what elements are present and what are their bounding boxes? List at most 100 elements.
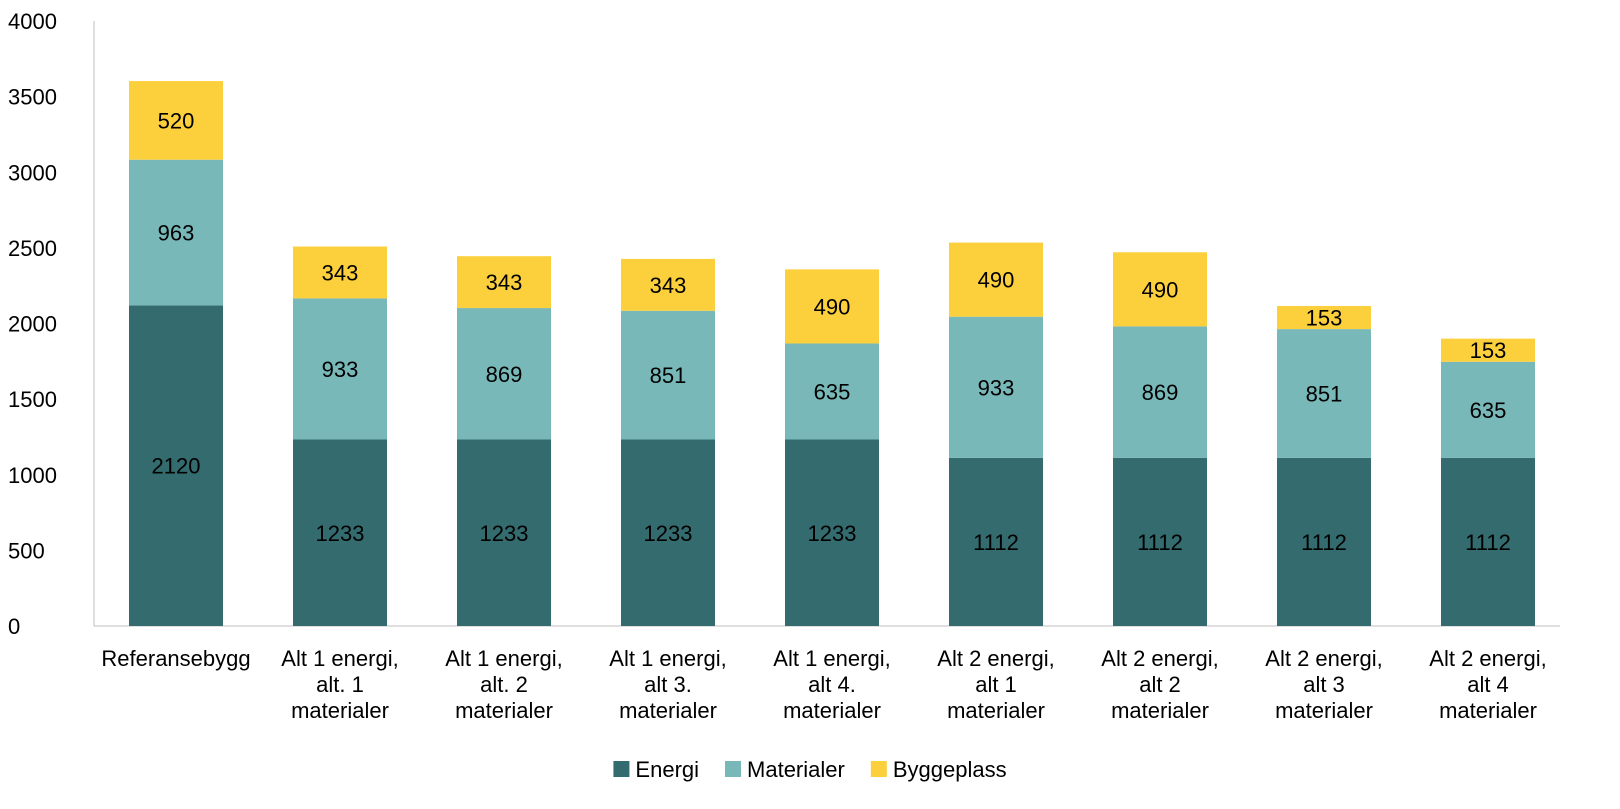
x-tick-label-line: Alt 2 energi, bbox=[1101, 646, 1218, 671]
y-tick-label: 4000 bbox=[8, 9, 57, 34]
x-tick-label: Alt 2 energi, alt 3 materialer bbox=[1265, 646, 1382, 723]
bar-segment-byggeplass bbox=[129, 81, 223, 160]
bar-segment-byggeplass bbox=[1441, 338, 1535, 362]
legend-swatch-materialer bbox=[725, 761, 742, 777]
x-tick-label-line: alt 3 bbox=[1303, 672, 1345, 697]
bar-segment-byggeplass bbox=[1277, 305, 1371, 330]
x-tick-label-line: alt 4. bbox=[808, 672, 856, 697]
data-label: 343 bbox=[486, 270, 523, 295]
bar-segment-byggeplass bbox=[293, 246, 387, 299]
x-tick-label: Alt 1 energi, alt 4. materialer bbox=[773, 646, 890, 723]
data-label: 1233 bbox=[316, 521, 365, 546]
legend-label-energi: Energi bbox=[635, 757, 699, 782]
y-tick-label: 3500 bbox=[8, 85, 57, 110]
data-label: 2120 bbox=[152, 454, 201, 479]
bar-segment-materialer bbox=[621, 310, 715, 440]
data-label: 1233 bbox=[644, 521, 693, 546]
bar-segment-materialer bbox=[1441, 361, 1535, 458]
x-tick-label: Alt 2 energi, alt 2 materialer bbox=[1101, 646, 1218, 723]
data-label: 343 bbox=[650, 273, 687, 298]
data-label: 153 bbox=[1306, 306, 1343, 331]
x-tick-label-line: materialer bbox=[291, 698, 389, 723]
data-label: 933 bbox=[978, 375, 1015, 400]
data-label: 490 bbox=[814, 294, 851, 319]
bar-segment-byggeplass bbox=[457, 256, 551, 309]
bar-segment-materialer bbox=[129, 159, 223, 306]
x-tick-label-line: Alt 1 energi, bbox=[281, 646, 398, 671]
bar-segment-materialer bbox=[785, 343, 879, 440]
bar-segment-energi bbox=[1441, 457, 1535, 626]
x-tick-label-line: Alt 2 energi, bbox=[1429, 646, 1546, 671]
bar-segment-materialer bbox=[457, 308, 551, 440]
x-tick-label-line: alt 3. bbox=[644, 672, 692, 697]
data-label: 963 bbox=[158, 221, 195, 246]
x-tick-label-line: Alt 1 energi, bbox=[445, 646, 562, 671]
x-tick-label-line: alt 1 bbox=[975, 672, 1017, 697]
x-tick-label-line: materialer bbox=[619, 698, 717, 723]
x-tick-label-line: Alt 2 energi, bbox=[937, 646, 1054, 671]
data-label: 933 bbox=[322, 357, 359, 382]
x-tick-label-line: materialer bbox=[1111, 698, 1209, 723]
x-tick-label-line: alt. 2 bbox=[480, 672, 528, 697]
x-tick-label-line: materialer bbox=[455, 698, 553, 723]
data-label: 1112 bbox=[1137, 530, 1183, 555]
data-label: 343 bbox=[322, 260, 359, 285]
bar-segment-byggeplass bbox=[1113, 252, 1207, 327]
data-label: 869 bbox=[486, 362, 523, 387]
x-tick-label-line: Alt 1 energi, bbox=[773, 646, 890, 671]
data-label: 851 bbox=[650, 363, 687, 388]
legend-swatch-byggeplass bbox=[870, 761, 887, 777]
legend-label-byggeplass: Byggeplass bbox=[893, 757, 1007, 782]
y-tick-label: 1500 bbox=[8, 387, 57, 412]
bar-segment-energi bbox=[129, 305, 223, 626]
x-tick-label-line: Alt 2 energi, bbox=[1265, 646, 1382, 671]
y-tick-label: 1000 bbox=[8, 463, 57, 488]
data-label: 1112 bbox=[1465, 530, 1511, 555]
x-tick-label: Referansebygg bbox=[101, 646, 250, 671]
x-tick-label: Alt 2 energi, alt 4 materialer bbox=[1429, 646, 1546, 723]
x-tick-label-line: Referansebygg bbox=[101, 646, 250, 671]
legend-swatch-energi bbox=[613, 761, 630, 777]
y-tick-label: 2500 bbox=[8, 236, 57, 261]
data-label: 490 bbox=[978, 268, 1015, 293]
x-tick-label: Alt 1 energi, alt. 2 materialer bbox=[445, 646, 562, 723]
data-label: 490 bbox=[1142, 277, 1179, 302]
x-tick-label-line: alt 2 bbox=[1139, 672, 1181, 697]
bar-segment-materialer bbox=[1277, 329, 1371, 458]
data-label: 153 bbox=[1470, 338, 1507, 363]
data-label: 851 bbox=[1306, 381, 1343, 406]
x-tick-label-line: materialer bbox=[947, 698, 1045, 723]
bar-segment-energi bbox=[293, 439, 387, 626]
data-label: 635 bbox=[1470, 398, 1507, 423]
bar-segment-materialer bbox=[1113, 326, 1207, 458]
bar-segment-byggeplass bbox=[621, 258, 715, 311]
x-tick-label-line: Alt 1 energi, bbox=[609, 646, 726, 671]
data-label: 1233 bbox=[808, 521, 857, 546]
bar-segment-energi bbox=[1113, 457, 1207, 626]
x-tick-label: Alt 1 energi, alt. 1 materialer bbox=[281, 646, 398, 723]
bar-segment-energi bbox=[457, 439, 551, 626]
bar-segment-materialer bbox=[293, 298, 387, 440]
x-tick-label-line: materialer bbox=[1439, 698, 1537, 723]
y-tick-label: 3000 bbox=[8, 160, 57, 185]
data-label: 635 bbox=[814, 379, 851, 404]
x-tick-label-line: materialer bbox=[783, 698, 881, 723]
data-label: 1112 bbox=[1301, 530, 1347, 555]
x-tick-label-line: alt 4 bbox=[1467, 672, 1509, 697]
bar-segment-materialer bbox=[949, 316, 1043, 458]
bar-segment-energi bbox=[1277, 457, 1371, 626]
x-tick-label: Alt 2 energi, alt 1 materialer bbox=[937, 646, 1054, 723]
x-tick-label-line: materialer bbox=[1275, 698, 1373, 723]
data-label: 1233 bbox=[480, 521, 529, 546]
data-label: 1112 bbox=[973, 530, 1019, 555]
bar-segment-energi bbox=[621, 439, 715, 626]
data-label: 869 bbox=[1142, 380, 1179, 405]
y-tick-label: 0 bbox=[8, 614, 20, 639]
bar-segment-energi bbox=[785, 439, 879, 626]
data-label: 520 bbox=[158, 108, 195, 133]
y-tick-label: 2000 bbox=[8, 312, 57, 337]
x-tick-label: Alt 1 energi, alt 3. materialer bbox=[609, 646, 726, 723]
legend-label-materialer: Materialer bbox=[747, 757, 845, 782]
y-tick-label: 500 bbox=[8, 538, 45, 563]
